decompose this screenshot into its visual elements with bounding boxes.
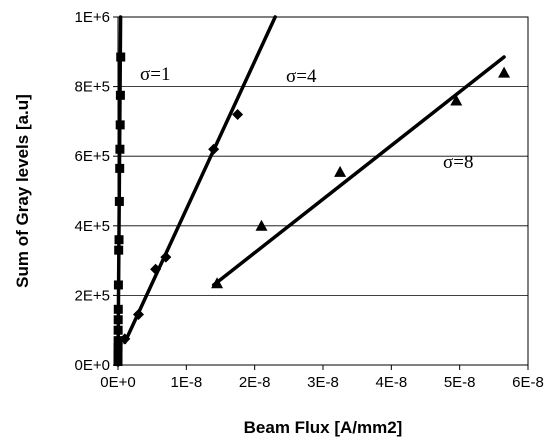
- data-point-series-1: [114, 235, 124, 245]
- x-tick-label: 1E-8: [170, 374, 202, 391]
- series-label-1: σ=1: [140, 64, 170, 85]
- x-tick-label: 3E-8: [307, 374, 339, 391]
- y-axis-title: Sum of Gray levels [a.u]: [13, 94, 32, 288]
- data-point-series-1: [116, 52, 126, 62]
- plot-area-frame: [117, 16, 529, 366]
- data-point-series-2: [160, 251, 172, 263]
- data-point-series-3: [211, 277, 224, 289]
- data-point-series-3: [450, 94, 463, 106]
- data-point-series-2: [150, 263, 162, 275]
- x-axis-title: Beam Flux [A/mm2]: [244, 418, 403, 437]
- x-tick-label: 0E+0: [100, 374, 135, 391]
- trend-line-series-2: [123, 15, 277, 345]
- data-point-series-3: [255, 219, 268, 231]
- data-point-series-1: [115, 120, 125, 130]
- series-labels: σ=1 σ=4 σ=8: [140, 64, 473, 173]
- data-point-series-2: [208, 143, 220, 155]
- gridlines: [118, 86, 528, 296]
- data-markers: [113, 52, 511, 367]
- x-tick-label: 6E-8: [512, 374, 544, 391]
- y-tick-label: 2E+5: [75, 287, 110, 304]
- axis-ticks: 0E+0 2E+5 4E+5 6E+5 8E+5 1E+6 0E+0 1E-8 2E-8 3E-8…: [75, 9, 544, 391]
- x-tick-label: 2E-8: [239, 374, 271, 391]
- series-label-2: σ=4: [286, 66, 317, 87]
- y-tick-label: 6E+5: [75, 148, 110, 165]
- series-label-3: σ=8: [443, 152, 473, 173]
- data-point-series-3: [334, 165, 347, 177]
- data-point-series-2: [119, 333, 131, 345]
- data-point-series-1: [114, 245, 124, 255]
- y-tick-label: 4E+5: [75, 218, 110, 235]
- y-tick-label: 0E+0: [75, 357, 110, 374]
- y-tick-label: 1E+6: [75, 9, 110, 26]
- data-point-series-2: [232, 108, 244, 120]
- data-point-series-1: [115, 144, 125, 154]
- data-point-series-1: [115, 163, 125, 173]
- y-tick-label: 8E+5: [75, 79, 110, 96]
- data-point-series-1: [115, 90, 125, 100]
- trend-line-series-3: [211, 55, 506, 287]
- data-point-series-3: [498, 66, 511, 78]
- x-tick-label: 5E-8: [444, 374, 476, 391]
- x-tick-label: 4E-8: [375, 374, 407, 391]
- data-point-series-2: [133, 309, 144, 321]
- data-point-series-1: [114, 196, 124, 206]
